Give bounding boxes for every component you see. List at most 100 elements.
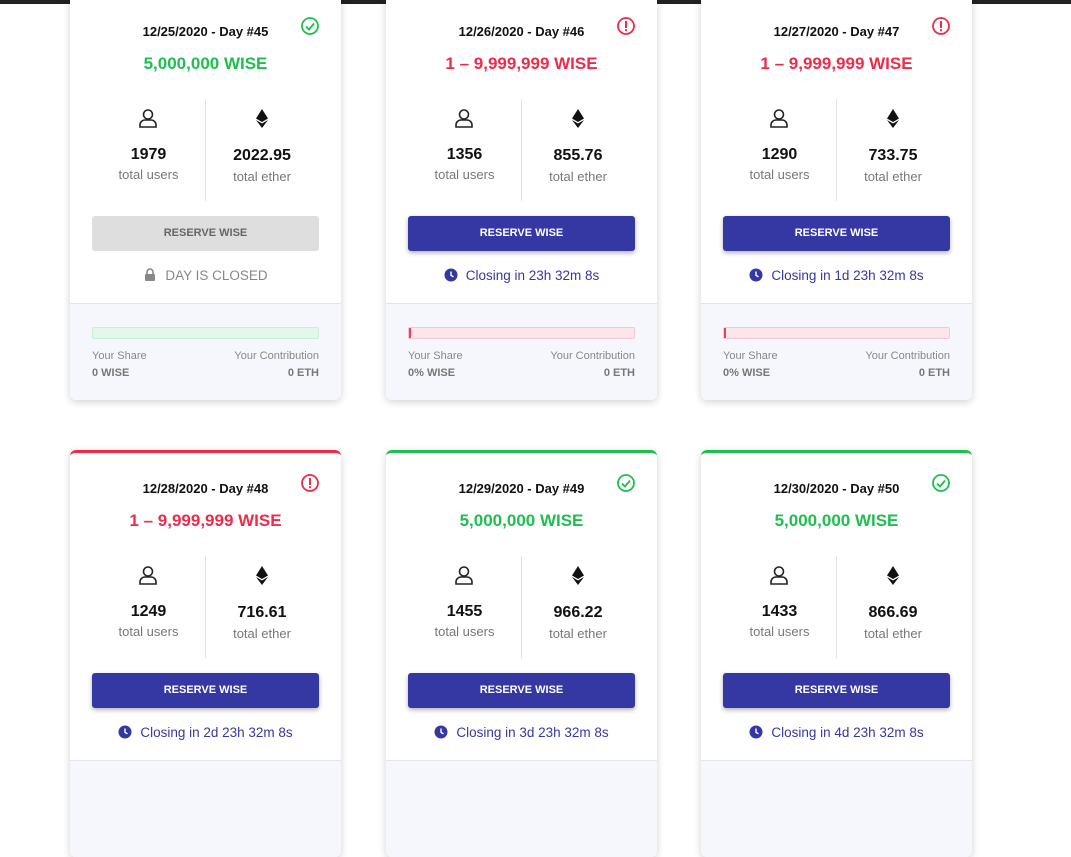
ether-label: total ether bbox=[864, 626, 922, 641]
day-card: 12/28/2020 - Day #48 1 – 9,999,999 WISE 12… bbox=[70, 450, 341, 857]
day-date: 12/27/2020 - Day #47 bbox=[773, 24, 900, 39]
day-card: 12/25/2020 - Day #45 5,000,000 WISE 1979 to… bbox=[70, 0, 341, 400]
user-icon bbox=[770, 109, 788, 128]
ether-total: 966.22 bbox=[553, 604, 603, 621]
ether-icon bbox=[572, 109, 584, 128]
reserve-button: RESERVE WISE bbox=[92, 216, 319, 251]
users-count: 1290 bbox=[761, 146, 798, 163]
status-text: Closing in 4d 23h 32m 8s bbox=[771, 725, 924, 740]
ether-label: total ether bbox=[549, 626, 607, 641]
ether-icon bbox=[256, 566, 268, 585]
share-label: Your Share bbox=[723, 350, 778, 362]
share-section bbox=[701, 760, 972, 857]
reserve-button[interactable]: RESERVE WISE bbox=[723, 216, 950, 251]
day-amount: 5,000,000 WISE bbox=[143, 54, 268, 73]
ether-total: 733.75 bbox=[868, 147, 918, 164]
divider bbox=[205, 556, 206, 658]
day-status: Closing in 2d 23h 32m 8s bbox=[70, 725, 341, 740]
alert-icon bbox=[617, 17, 635, 35]
day-amount: 1 – 9,999,999 WISE bbox=[760, 54, 913, 73]
day-status: Closing in 1d 23h 32m 8s bbox=[701, 268, 972, 283]
share-bar bbox=[723, 327, 950, 339]
ether-label: total ether bbox=[233, 626, 291, 641]
share-section bbox=[386, 760, 657, 857]
divider bbox=[205, 99, 206, 201]
reserve-button[interactable]: RESERVE WISE bbox=[723, 673, 950, 708]
ether-total: 855.76 bbox=[553, 147, 603, 164]
contribution-value: 0 ETH bbox=[287, 367, 319, 379]
status-text: Closing in 1d 23h 32m 8s bbox=[771, 268, 924, 283]
day-card: 12/26/2020 - Day #46 1 – 9,999,999 WISE 13… bbox=[386, 0, 657, 400]
day-card: 12/29/2020 - Day #49 5,000,000 WISE 1455 to… bbox=[386, 450, 657, 857]
share-section: Your Share 0 WISE Your Contribution 0 ETH bbox=[70, 303, 341, 400]
reserve-button[interactable]: RESERVE WISE bbox=[92, 673, 319, 708]
check-icon bbox=[301, 17, 319, 35]
user-icon bbox=[770, 566, 788, 585]
share-bar bbox=[92, 327, 319, 339]
users-label: total users bbox=[118, 624, 179, 639]
ether-icon bbox=[572, 566, 584, 585]
day-status: Closing in 3d 23h 32m 8s bbox=[386, 725, 657, 740]
alert-icon bbox=[301, 474, 319, 492]
contribution-value: 0 ETH bbox=[918, 367, 950, 379]
share-value: 0% WISE bbox=[408, 367, 456, 379]
share-label: Your Share bbox=[92, 350, 147, 362]
reserve-button[interactable]: RESERVE WISE bbox=[408, 216, 635, 251]
share-section: Your Share 0% WISE Your Contribution 0 ETH bbox=[386, 303, 657, 400]
check-icon bbox=[932, 474, 950, 492]
day-date: 12/30/2020 - Day #50 bbox=[773, 481, 900, 496]
users-count: 1356 bbox=[446, 146, 483, 163]
users-label: total users bbox=[749, 167, 810, 182]
clock-icon bbox=[444, 268, 458, 282]
divider bbox=[521, 556, 522, 658]
ether-icon bbox=[887, 566, 899, 585]
divider bbox=[836, 556, 837, 658]
day-date: 12/29/2020 - Day #49 bbox=[458, 481, 585, 496]
contribution-value: 0 ETH bbox=[603, 367, 635, 379]
check-icon bbox=[617, 474, 635, 492]
contribution-label: Your Contribution bbox=[234, 350, 319, 362]
users-label: total users bbox=[434, 167, 495, 182]
ether-icon bbox=[887, 109, 899, 128]
share-fill bbox=[409, 328, 411, 338]
share-bar bbox=[408, 327, 635, 339]
share-fill bbox=[724, 328, 726, 338]
day-card: 12/30/2020 - Day #50 5,000,000 WISE 1433 to… bbox=[701, 450, 972, 857]
alert-icon bbox=[932, 17, 950, 35]
share-section: Your Share 0% WISE Your Contribution 0 ETH bbox=[701, 303, 972, 400]
ether-label: total ether bbox=[549, 169, 607, 184]
ether-label: total ether bbox=[864, 169, 922, 184]
day-status: Closing in 23h 32m 8s bbox=[386, 268, 657, 283]
users-label: total users bbox=[118, 167, 179, 182]
clock-icon bbox=[434, 725, 448, 739]
user-icon bbox=[455, 566, 473, 585]
user-icon bbox=[139, 109, 157, 128]
divider bbox=[836, 99, 837, 201]
status-text: Closing in 2d 23h 32m 8s bbox=[140, 725, 293, 740]
day-status: Closing in 4d 23h 32m 8s bbox=[701, 725, 972, 740]
share-section bbox=[70, 760, 341, 857]
contribution-label: Your Contribution bbox=[550, 350, 635, 362]
lock-icon bbox=[145, 268, 156, 281]
status-text: DAY IS CLOSED bbox=[165, 268, 268, 283]
users-count: 1433 bbox=[761, 603, 798, 620]
page: 12/25/2020 - Day #45 5,000,000 WISE 1979 to… bbox=[0, 0, 1071, 761]
users-count: 1455 bbox=[446, 603, 483, 620]
status-text: Closing in 23h 32m 8s bbox=[465, 268, 600, 283]
users-label: total users bbox=[434, 624, 495, 639]
ether-total: 716.61 bbox=[237, 604, 287, 621]
share-value: 0% WISE bbox=[723, 367, 771, 379]
clock-icon bbox=[749, 268, 763, 282]
day-status: DAY IS CLOSED bbox=[70, 268, 341, 283]
users-count: 1249 bbox=[130, 603, 167, 620]
clock-icon bbox=[118, 725, 132, 739]
reserve-button[interactable]: RESERVE WISE bbox=[408, 673, 635, 708]
day-date: 12/28/2020 - Day #48 bbox=[142, 481, 269, 496]
ether-total: 2022.95 bbox=[233, 147, 291, 164]
clock-icon bbox=[749, 725, 763, 739]
users-count: 1979 bbox=[130, 146, 167, 163]
divider bbox=[521, 99, 522, 201]
day-date: 12/26/2020 - Day #46 bbox=[458, 24, 585, 39]
contribution-label: Your Contribution bbox=[865, 350, 950, 362]
ether-total: 866.69 bbox=[868, 604, 918, 621]
